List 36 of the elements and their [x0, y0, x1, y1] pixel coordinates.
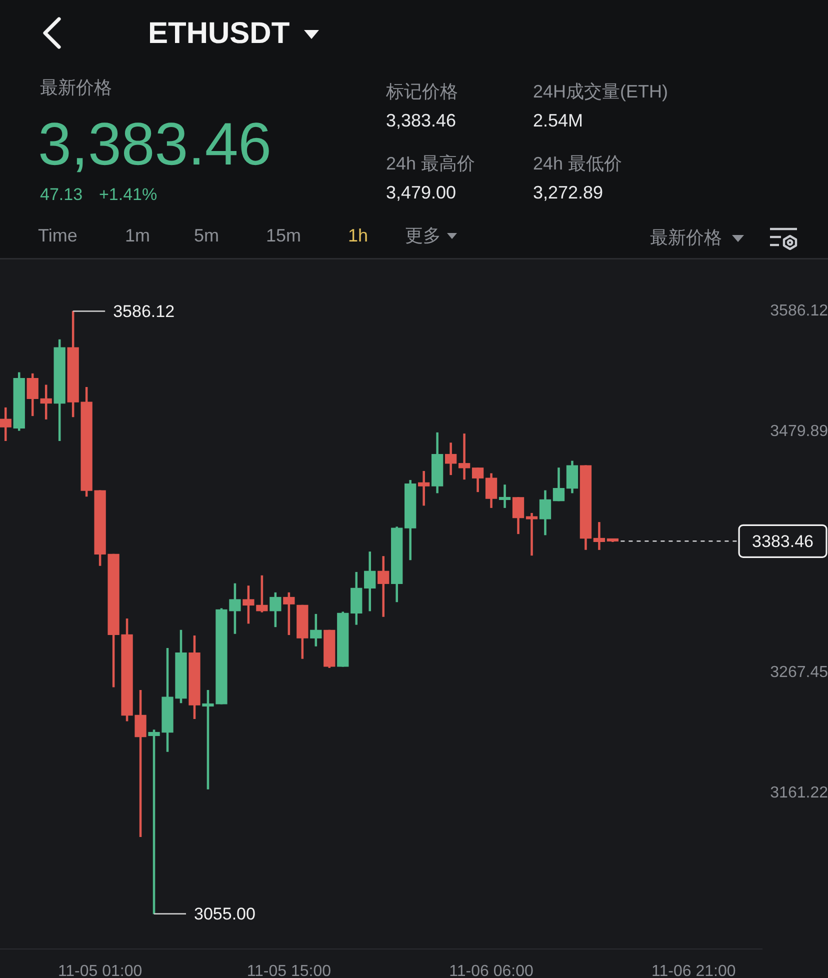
candlestick — [418, 470, 430, 506]
text: 最新价格 — [650, 228, 722, 248]
candlestick — [593, 522, 606, 550]
text: 15m — [266, 226, 302, 246]
text: 47.13 — [40, 185, 83, 205]
annotation: 3586.12 — [113, 302, 175, 321]
x-tick-label: 11-05 15:00 — [246, 963, 332, 978]
x-tick-label: 11-05 01:00 — [58, 963, 142, 978]
text: 3,272.89 — [533, 182, 604, 204]
text: 1h — [348, 226, 368, 246]
x-tick-label: 11-06 21:00 — [652, 963, 736, 978]
text: Time — [38, 226, 78, 246]
text: 24H成交量(ETH) — [533, 82, 668, 102]
candlestick — [458, 434, 470, 480]
text: +1.41% — [99, 185, 158, 205]
y-tick-label: 3586.12 — [770, 302, 828, 320]
text: 最新价格 — [40, 78, 112, 98]
y-tick-label: 3479.89 — [770, 423, 828, 440]
y-tick-label: 3267.45 — [770, 664, 828, 682]
y-tick-label: 3161.22 — [770, 784, 828, 802]
ref-line-label: 3383.46 — [752, 532, 814, 551]
candlestick — [526, 512, 538, 556]
text: 24h 最低价 — [533, 154, 622, 174]
annotation: 3055.00 — [194, 904, 256, 924]
candlestick — [498, 484, 511, 508]
text: 3,479.00 — [386, 182, 456, 204]
text: 24h 最高价 — [386, 154, 476, 174]
text: 标记价格 — [386, 82, 458, 102]
text: 更多 — [405, 226, 441, 246]
text: 5m — [194, 226, 220, 246]
x-tick-label: 11-06 06:00 — [449, 963, 534, 978]
chart-title: ETHUSDT — [148, 16, 290, 52]
text: 3,383.46 — [386, 110, 456, 132]
text: 3,383.46 — [38, 110, 272, 178]
text: 1m — [125, 226, 150, 246]
text: 2.54M — [533, 110, 584, 132]
